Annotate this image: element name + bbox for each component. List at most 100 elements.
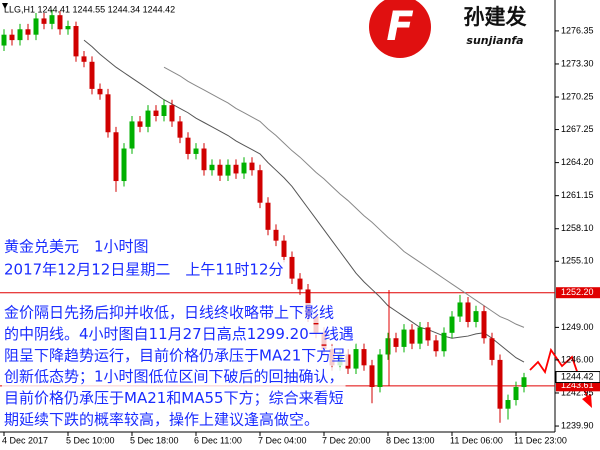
candle-body (513, 387, 519, 401)
candle-body (65, 26, 71, 30)
candle-body (225, 164, 231, 176)
y-tick-label: 1270.25 (561, 91, 594, 101)
text-backdrop (2, 324, 356, 345)
candle-body (81, 56, 87, 62)
candle-body (265, 202, 271, 230)
candle-body (121, 148, 127, 182)
candle-body (361, 349, 367, 366)
commentary-line: 期延续下跌的概率较高，操作上建议逢高做空。 (4, 411, 319, 429)
candle-body (289, 256, 295, 279)
candle-body (473, 311, 479, 322)
candle-body (433, 340, 439, 352)
logo-circle (369, 0, 431, 58)
x-tick-label: 4 Dec 2017 (2, 435, 48, 445)
commentary-line: 目前价格仍承压于MA21和MA55下方；综合来看短 (4, 389, 344, 407)
x-tick-label: 7 Dec 20:00 (322, 435, 371, 445)
candle-body (377, 354, 383, 388)
candle-body (1, 34, 7, 46)
x-tick-label: 5 Dec 18:00 (130, 435, 179, 445)
y-tick-label: 1267.25 (561, 124, 594, 134)
candle-body (185, 137, 191, 154)
y-tick-label: 1246.00 (561, 354, 594, 364)
candle-body (297, 278, 303, 290)
candle-body (257, 170, 263, 203)
candle-body (169, 105, 175, 122)
x-tick-label: 5 Dec 10:00 (66, 435, 115, 445)
logo-letter: F (386, 4, 413, 50)
candle-body (25, 29, 31, 35)
moving-average (83, 39, 525, 363)
candle-body (281, 240, 287, 257)
candle-body (105, 94, 111, 133)
commentary-line: 的中阴线。4小时图自11月27日高点1299.20一线遇 (4, 325, 354, 343)
candle-body (17, 29, 23, 41)
text-backdrop (2, 303, 337, 323)
candle-body (273, 229, 279, 241)
candle-body (505, 400, 511, 409)
candle-body (217, 164, 223, 176)
candle-body (137, 121, 143, 127)
heading: 2017年12月12日星期二 上午11时12分 (4, 261, 284, 279)
candle-body (193, 148, 199, 154)
y-tick-label: 1255.10 (561, 256, 594, 266)
candle-body (97, 88, 103, 95)
moving-average (163, 66, 525, 328)
candle-body (489, 338, 495, 360)
candle-body (401, 329, 407, 347)
candle-body (425, 327, 431, 341)
candle-body (521, 377, 527, 388)
level-label: 1243.61 (561, 380, 594, 390)
candle-body (353, 349, 359, 369)
candle-body (385, 338, 391, 355)
candle-body (233, 164, 239, 174)
candle-body (41, 18, 47, 24)
y-tick-label: 1249.00 (561, 322, 594, 332)
text-backdrop (2, 410, 322, 430)
brand: 孙建发 (464, 5, 528, 29)
candle-body (209, 164, 215, 171)
y-tick-label: 1239.90 (561, 420, 594, 430)
candle-body (369, 365, 375, 388)
candle-body (177, 121, 183, 138)
text-backdrop (2, 388, 346, 409)
y-tick-label: 1273.30 (561, 58, 594, 68)
text-backdrop (2, 367, 346, 388)
candle-body (73, 26, 79, 57)
commentary-line: 创新低态势；1小时图低位区间下破后的回抽确认， (4, 368, 344, 386)
last-price-tag (555, 371, 600, 384)
candle-body (465, 302, 471, 322)
candle-body (57, 15, 63, 30)
candle-body (497, 359, 503, 409)
candle-body (161, 105, 167, 116)
candle-body (33, 18, 39, 35)
candle-body (249, 162, 255, 171)
candle-body (153, 110, 159, 116)
brand-latin: sunjianfa (466, 34, 523, 47)
candle-body (441, 332, 447, 352)
text-backdrop (2, 345, 349, 366)
y-tick-label: 1264.20 (561, 157, 594, 167)
y-tick-label: 1261.15 (561, 190, 594, 200)
candle-body (113, 132, 119, 182)
candle-body (481, 311, 487, 339)
y-tick-label: 1258.10 (561, 223, 594, 233)
last-price-label: 1244.42 (561, 371, 594, 381)
notes: 黄金兑美元 1小时图 2017年12月12日星期二 上午11时12分金价隔日先扬后… (2, 237, 356, 430)
arrow-head (582, 394, 592, 408)
candle-body (145, 110, 151, 127)
candle-body (201, 148, 207, 171)
heading: 黄金兑美元 1小时图 (4, 238, 149, 256)
text-backdrop (2, 260, 286, 280)
text-backdrop (2, 237, 151, 257)
level-label: 1252.20 (561, 287, 594, 297)
symbol-info: LLG,H1 1244.41 1244.55 1244.34 1244.42 (4, 4, 175, 14)
x-tick-label: 8 Dec 13:00 (386, 435, 435, 445)
plot-area (0, 9, 555, 423)
level-tag (556, 287, 600, 299)
candle-body (393, 338, 399, 347)
y-tick-label: 1276.35 (561, 25, 594, 35)
level-tag (556, 380, 600, 392)
candle-body (417, 327, 423, 344)
candle-body (129, 121, 135, 149)
